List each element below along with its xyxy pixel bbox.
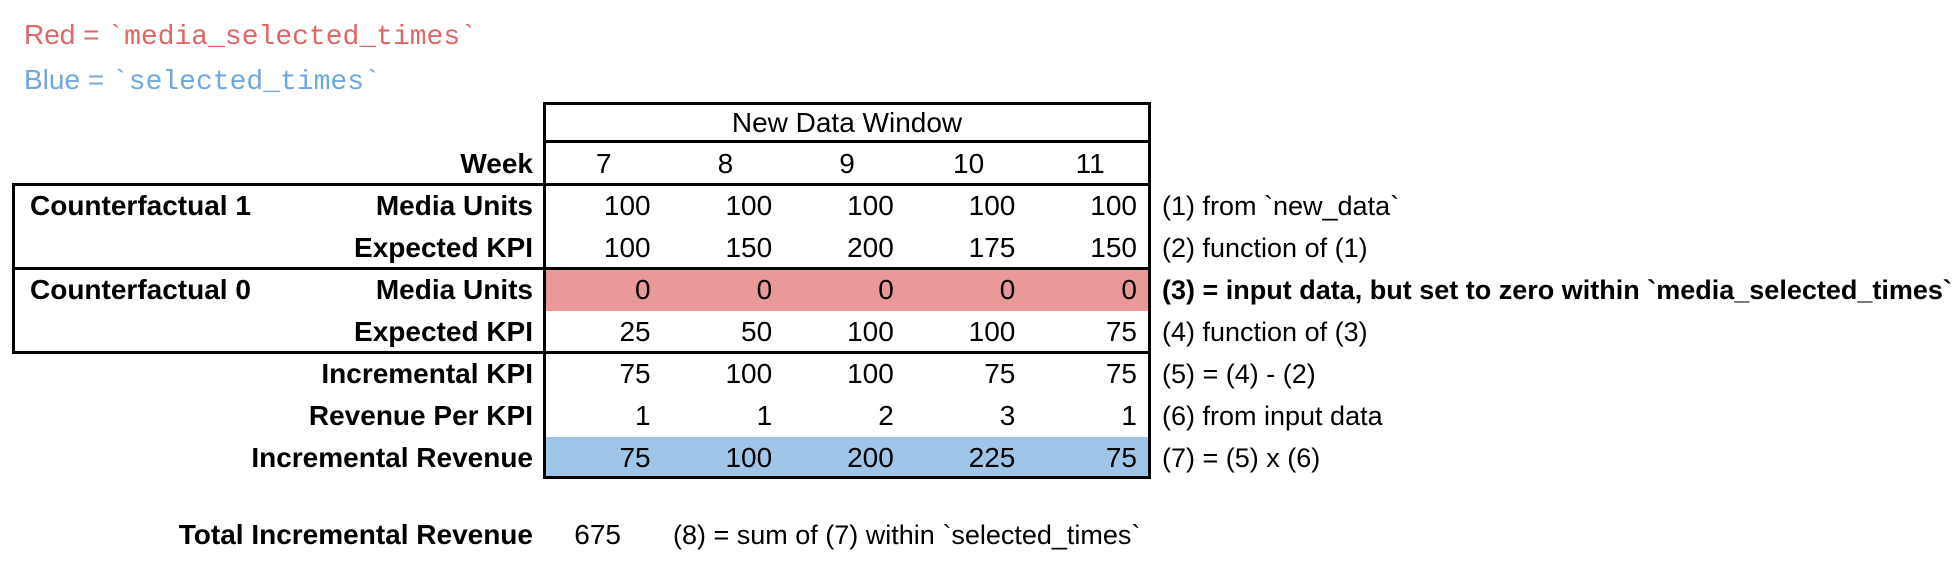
row-label: Media Units [375, 274, 533, 305]
table-row: Incremental KPI 75 100 100 75 75 (5) = (4) - (… [0, 353, 1960, 395]
row-label: Incremental Revenue [251, 442, 533, 473]
data-cell: 0 [999, 274, 1016, 305]
table-border-left-data [543, 143, 546, 479]
table-border-bottom [543, 476, 1151, 479]
legend-blue-equals: = [80, 64, 112, 95]
data-cell: 1 [1121, 400, 1137, 431]
legend: Red = `media_selected_times` Blue = `sel… [24, 14, 477, 104]
legend-red-code: `media_selected_times` [107, 22, 477, 53]
row-data: 75 100 100 75 75 [543, 353, 1151, 395]
row-annotation: (4) function of (3) [1162, 317, 1368, 347]
legend-blue-code: `selected_times` [111, 67, 381, 98]
data-cell: 100 [968, 316, 1016, 347]
data-cell: 100 [603, 232, 651, 263]
data-cell: 100 [603, 190, 651, 221]
row-annotation: (2) function of (1) [1162, 233, 1368, 263]
row-data: 100 150 200 175 150 [543, 227, 1151, 269]
row-data: 100 100 100 100 100 [543, 185, 1151, 227]
row-annotation: (6) from input data [1162, 401, 1383, 431]
row-annotation: (1) from `new_data` [1162, 191, 1400, 221]
table-row: Expected KPI 100 150 200 175 150 (2) function … [0, 227, 1960, 269]
row-data: 1 1 2 3 1 [543, 395, 1151, 437]
table-row: Expected KPI 25 50 100 100 75 (4) function of … [0, 311, 1960, 353]
data-cell: 75 [984, 358, 1016, 389]
data-cell: 75 [1105, 316, 1137, 347]
data-cell: 150 [725, 232, 773, 263]
data-cell: 1 [756, 400, 773, 431]
row-annotation: (3) = input data, but set to zero within… [1162, 275, 1952, 305]
week-label: Week [460, 148, 533, 179]
data-cell: 75 [619, 442, 651, 473]
data-cell: 100 [1090, 190, 1137, 221]
row-annotation: (7) = (5) x (6) [1162, 443, 1321, 473]
row-label: Expected KPI [354, 232, 533, 263]
data-cell: 75 [1105, 442, 1137, 473]
data-cell: 50 [741, 316, 773, 347]
data-cell: 100 [725, 442, 773, 473]
data-cell: 2 [878, 400, 894, 431]
table-border-cf-left [12, 183, 15, 354]
data-cell: 200 [847, 442, 894, 473]
table-border-cf0-bottom [12, 351, 1151, 354]
table-border-cf0-top [12, 267, 1151, 270]
legend-red-equals: = [75, 19, 108, 50]
row-label: Incremental KPI [321, 358, 533, 389]
data-cell: 100 [968, 190, 1016, 221]
data-cell: 1 [635, 400, 651, 431]
total-value: 675 [574, 519, 621, 550]
table-rows: Media Units 100 100 100 100 100 (1) from `new_… [0, 185, 1960, 479]
data-cell: 0 [635, 274, 651, 305]
new-data-window-header: New Data Window [543, 102, 1151, 143]
row-label: Expected KPI [354, 316, 533, 347]
total-annotation: (8) = sum of (7) within `selected_times` [673, 520, 1141, 550]
data-cell: 100 [725, 358, 773, 389]
data-cell: 100 [847, 358, 894, 389]
new-data-window-title: New Data Window [731, 107, 963, 138]
week-header-cell: 11 [1075, 148, 1105, 179]
table-row: Revenue Per KPI 1 1 2 3 1 (6) from input data [0, 395, 1960, 437]
data-cell: 225 [968, 442, 1016, 473]
data-cell: 0 [1121, 274, 1137, 305]
table-border-right-data [1148, 143, 1151, 479]
legend-red-line: Red = `media_selected_times` [24, 14, 477, 59]
data-cell: 175 [968, 232, 1016, 263]
row-label: Revenue Per KPI [308, 400, 533, 431]
row-data: 75 100 200 225 75 [543, 437, 1151, 479]
week-row: Week 7 8 9 10 11 [0, 143, 1960, 185]
data-cell: 100 [847, 190, 894, 221]
week-header-cell: 7 [596, 148, 612, 179]
data-cell: 75 [1105, 358, 1137, 389]
legend-red-word: Red [24, 19, 76, 50]
row-annotation: (5) = (4) - (2) [1162, 359, 1316, 389]
group-label-counterfactual-0: Counterfactual 0 [30, 274, 251, 305]
data-cell: 100 [847, 316, 894, 347]
data-cell: 200 [847, 232, 894, 263]
table-row: Incremental Revenue 75 100 200 225 75 (7) = (5… [0, 437, 1960, 479]
row-label: Media Units [375, 190, 533, 221]
data-cell: 75 [619, 358, 651, 389]
data-cell: 100 [725, 190, 773, 221]
week-columns: 7 8 9 10 11 [543, 143, 1151, 185]
legend-blue-line: Blue = `selected_times` [24, 59, 477, 104]
data-cell: 150 [1090, 232, 1137, 263]
data-cell: 3 [999, 400, 1016, 431]
row-data: 0 0 0 0 0 [543, 269, 1151, 311]
row-data: 25 50 100 100 75 [543, 311, 1151, 353]
data-cell: 0 [878, 274, 894, 305]
table-border-cf1-top [12, 183, 1151, 186]
week-header-cell: 8 [717, 148, 734, 179]
total-label: Total Incremental Revenue [178, 519, 533, 550]
data-cell: 25 [619, 316, 651, 347]
group-label-counterfactual-1: Counterfactual 1 [30, 190, 251, 221]
data-cell: 0 [756, 274, 773, 305]
legend-blue-word: Blue [24, 64, 81, 95]
table-row: Media Units 0 0 0 0 0 (3) = input data, but se… [0, 269, 1960, 311]
total-row: Total Incremental Revenue 675 (8) = sum … [0, 514, 1960, 556]
table-row: Media Units 100 100 100 100 100 (1) from `new_… [0, 185, 1960, 227]
week-header-cell: 10 [953, 148, 985, 179]
week-header-cell: 9 [839, 148, 855, 179]
